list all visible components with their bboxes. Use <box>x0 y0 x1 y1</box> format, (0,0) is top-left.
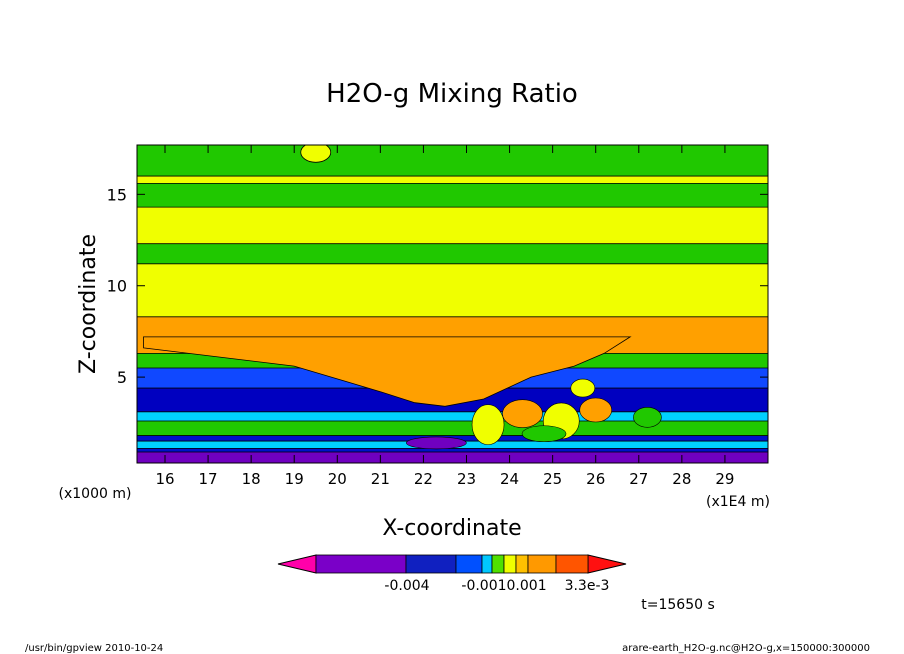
legend-swatch <box>481 554 493 574</box>
legend-label-2: -0.0010.001 <box>461 578 546 594</box>
y-unit-label: (x1000 m) <box>59 486 132 502</box>
footer-right: arare-earth_H2O-g.nc@H2O-g,x=150000:3000… <box>622 643 870 654</box>
time-label: t=15650 s <box>641 597 715 613</box>
contour-band <box>137 452 768 463</box>
plot-frame <box>136 144 769 464</box>
legend-arrow-high <box>587 554 627 574</box>
mixing-cell <box>502 399 543 428</box>
legend-swatch <box>555 554 589 574</box>
legend-label-1: -0.004 <box>384 578 429 594</box>
legend-swatch <box>491 554 505 574</box>
x-tick-label: 29 <box>715 470 734 488</box>
footer-left: /usr/bin/gpview 2010-10-24 <box>25 643 163 654</box>
x-tick-label: 21 <box>371 470 390 488</box>
x-tick-label: 18 <box>242 470 261 488</box>
x-tick-label: 19 <box>285 470 304 488</box>
legend-swatch <box>503 554 517 574</box>
legend-swatch <box>515 554 529 574</box>
y-tick-label: 5 <box>117 368 127 387</box>
legend-arrow-low <box>277 554 317 574</box>
x-tick-label: 16 <box>155 470 174 488</box>
legend-swatch <box>315 554 407 574</box>
x-tick-label: 23 <box>457 470 476 488</box>
legend-swatch <box>527 554 557 574</box>
upper-moist-patch <box>300 145 332 163</box>
mixing-cell <box>406 436 467 450</box>
y-axis-title: Z-coordinate <box>76 234 101 374</box>
x-tick-label: 17 <box>199 470 218 488</box>
x-unit-label: (x1E4 m) <box>706 494 770 510</box>
x-axis-title: X-coordinate <box>382 516 521 541</box>
x-tick-label: 28 <box>672 470 691 488</box>
y-axis-ticks: 5 10 15 <box>107 185 768 387</box>
mixing-cell <box>570 378 596 398</box>
x-tick-label: 25 <box>543 470 562 488</box>
x-axis-ticks: 16 17 18 19 20 21 22 23 24 25 26 27 28 29 <box>155 145 734 488</box>
y-tick-label: 10 <box>107 277 127 296</box>
mixing-cell <box>633 407 662 428</box>
x-tick-label: 20 <box>328 470 347 488</box>
legend-label-3: 3.3e-3 <box>565 578 610 594</box>
x-tick-label: 27 <box>629 470 648 488</box>
mixing-cell <box>521 425 567 443</box>
mixing-cell <box>579 397 613 423</box>
chart-title: H2O-g Mixing Ratio <box>326 79 578 109</box>
mixing-cell <box>471 404 505 445</box>
orange-plume <box>143 336 632 407</box>
contour-bands <box>137 145 768 463</box>
legend-swatch <box>405 554 457 574</box>
color-legend <box>277 554 627 574</box>
x-tick-label: 26 <box>586 470 605 488</box>
x-tick-label: 22 <box>414 470 433 488</box>
y-tick-label: 15 <box>107 185 127 204</box>
legend-swatch <box>455 554 483 574</box>
x-tick-label: 24 <box>500 470 519 488</box>
